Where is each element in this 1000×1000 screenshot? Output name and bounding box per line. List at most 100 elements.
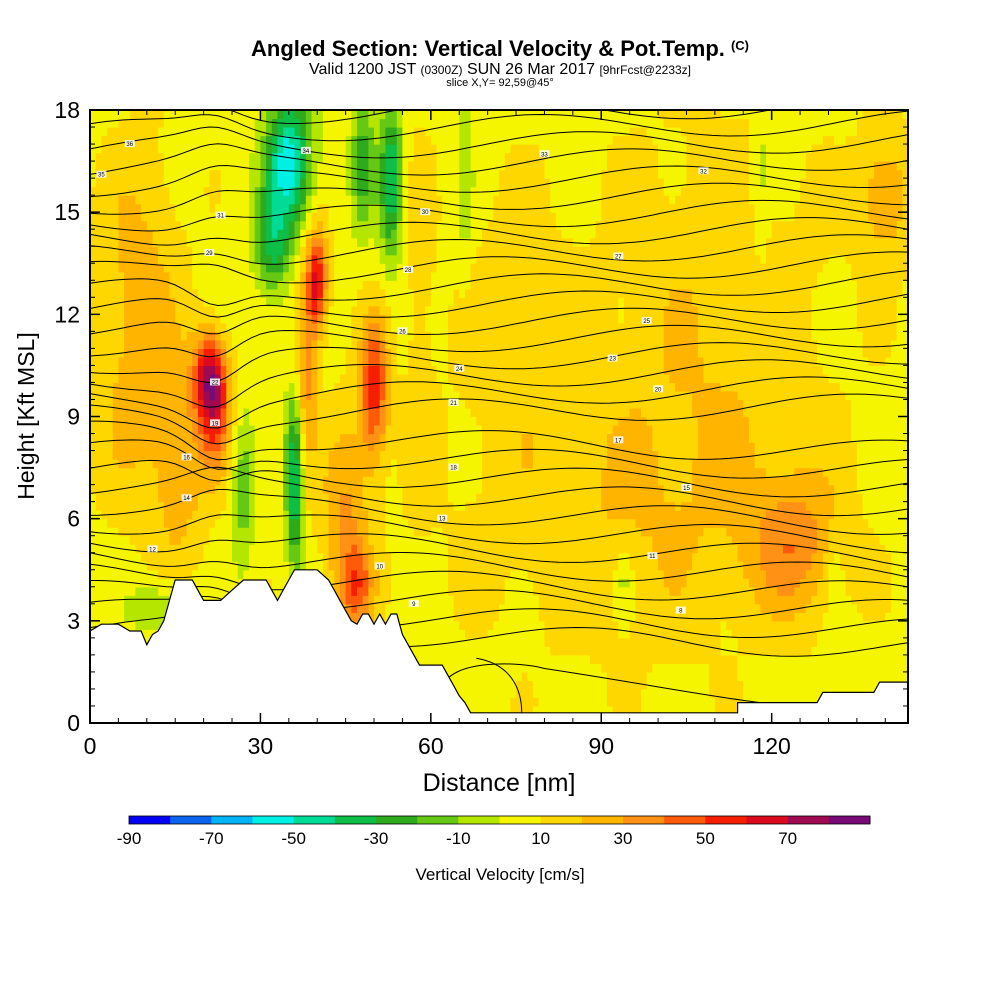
field-cell <box>129 186 137 196</box>
field-cell <box>464 288 472 298</box>
field-cell <box>146 161 154 171</box>
field-cell <box>101 110 108 120</box>
field-cell <box>101 161 108 171</box>
field-cell <box>453 561 460 571</box>
field-cell <box>334 152 341 162</box>
field-cell <box>271 203 279 213</box>
field-cell <box>294 442 301 452</box>
field-cell <box>112 527 119 537</box>
field-cell <box>425 314 432 324</box>
field-cell <box>322 263 330 273</box>
field-cell <box>129 195 137 205</box>
field-cell <box>249 212 256 222</box>
field-cell <box>470 220 477 230</box>
field-cell <box>351 407 358 418</box>
field-cell <box>163 348 171 358</box>
field-cell <box>476 229 483 239</box>
field-cell <box>464 425 472 435</box>
field-cell <box>368 246 375 256</box>
field-cell <box>192 544 199 554</box>
field-cell <box>430 135 438 145</box>
field-cell <box>141 339 148 349</box>
field-cell <box>232 544 239 554</box>
field-cell <box>430 518 438 528</box>
field-cell <box>385 263 392 273</box>
field-cell <box>334 365 341 375</box>
field-cell <box>146 254 154 264</box>
field-cell <box>214 390 222 401</box>
field-cell <box>317 280 324 290</box>
field-cell <box>379 212 386 222</box>
field-cell <box>277 527 284 537</box>
field-cell <box>436 493 443 503</box>
field-cell <box>339 382 347 392</box>
field-cell <box>339 314 347 324</box>
field-cell <box>141 280 148 290</box>
field-cell <box>300 552 307 562</box>
field-cell <box>237 144 244 154</box>
field-cell <box>459 459 466 469</box>
field-cell <box>266 288 273 298</box>
field-cell <box>385 152 392 162</box>
field-cell <box>90 612 97 622</box>
field-cell <box>146 501 154 511</box>
field-cell <box>203 288 210 298</box>
field-cell <box>459 263 466 273</box>
field-cell <box>203 169 210 179</box>
field-cell <box>90 110 97 120</box>
field-cell <box>305 203 313 213</box>
field-cell <box>442 203 449 213</box>
field-cell <box>186 569 193 579</box>
field-cell <box>118 510 125 520</box>
field-cell <box>283 229 290 239</box>
field-cell <box>476 186 483 196</box>
field-cell <box>470 629 477 639</box>
field-cell <box>260 442 267 452</box>
field-cell <box>481 561 489 571</box>
field-cell <box>442 484 449 494</box>
field-cell <box>135 314 142 324</box>
field-cell <box>300 152 307 162</box>
field-cell <box>95 459 102 469</box>
field-cell <box>459 544 466 554</box>
field-cell <box>283 493 290 503</box>
field-cell <box>459 186 466 196</box>
field-cell <box>277 484 284 494</box>
field-cell <box>339 339 347 349</box>
field-cell <box>374 246 381 256</box>
field-cell <box>158 484 165 494</box>
field-cell <box>464 169 472 179</box>
field-cell <box>408 450 415 460</box>
field-cell <box>101 314 108 324</box>
field-cell <box>476 110 483 120</box>
field-cell <box>209 305 216 315</box>
field-cell <box>135 450 142 460</box>
field-cell <box>237 229 244 239</box>
field-cell <box>328 339 335 349</box>
field-cell <box>203 476 210 486</box>
field-cell <box>356 586 364 596</box>
field-cell <box>322 229 330 239</box>
field-cell <box>362 331 369 341</box>
field-cell <box>385 459 392 469</box>
field-cell <box>146 263 154 273</box>
field-cell <box>328 127 335 137</box>
field-cell <box>374 271 381 281</box>
field-cell <box>90 501 97 511</box>
field-cell <box>107 322 114 332</box>
field-cell <box>351 595 358 605</box>
field-cell <box>317 152 324 162</box>
valid-time: Valid 1200 JST <box>308 61 416 78</box>
field-cell <box>180 382 188 392</box>
field-cell <box>402 493 409 503</box>
field-cell <box>476 697 483 707</box>
field-cell <box>237 373 244 384</box>
field-cell <box>464 331 472 341</box>
field-cell <box>186 416 193 426</box>
field-cell <box>368 212 375 222</box>
field-cell <box>311 382 318 392</box>
field-cell <box>226 110 233 120</box>
field-cell <box>146 127 154 137</box>
field-cell <box>158 348 165 358</box>
field-cell <box>197 254 205 264</box>
